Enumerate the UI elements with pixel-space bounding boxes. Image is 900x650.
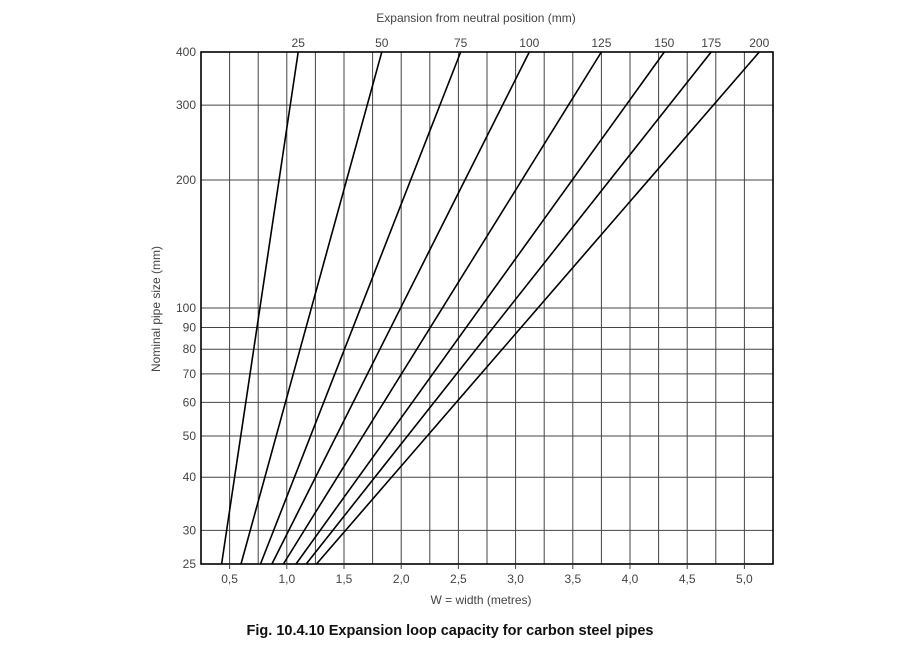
x-tick-label: 3,5 bbox=[564, 572, 581, 586]
series-label-50: 50 bbox=[375, 36, 389, 50]
series-label-100: 100 bbox=[519, 36, 539, 50]
x-tick-label: 2,0 bbox=[393, 572, 410, 586]
y-tick-label: 50 bbox=[183, 429, 197, 443]
x-tick-label: 1,5 bbox=[336, 572, 353, 586]
x-tick-label: 0,5 bbox=[221, 572, 238, 586]
y-tick-label: 80 bbox=[183, 342, 197, 356]
series-line-125 bbox=[282, 51, 603, 565]
y-tick-label: 25 bbox=[183, 557, 197, 571]
series-label-200: 200 bbox=[749, 36, 769, 50]
y-tick-label: 400 bbox=[176, 45, 196, 59]
series-line-75 bbox=[259, 51, 462, 565]
series-label-150: 150 bbox=[654, 36, 674, 50]
series-label-75: 75 bbox=[454, 36, 468, 50]
series-line-25 bbox=[220, 51, 299, 565]
x-tick-label: 2,5 bbox=[450, 572, 467, 586]
x-tick-label: 1,0 bbox=[278, 572, 295, 586]
x-axis-title: W = width (metres) bbox=[430, 593, 531, 607]
series-line-200 bbox=[315, 51, 760, 565]
y-tick-label: 70 bbox=[183, 367, 197, 381]
series-line-100 bbox=[271, 51, 531, 565]
y-tick-label: 40 bbox=[183, 470, 197, 484]
plot-frame bbox=[200, 51, 774, 565]
series-line-175 bbox=[305, 51, 712, 565]
y-tick-label: 30 bbox=[183, 523, 197, 537]
series-label-25: 25 bbox=[292, 36, 306, 50]
top-axis-title: Expansion from neutral position (mm) bbox=[376, 11, 575, 25]
grid bbox=[201, 51, 773, 565]
x-tick-label: 5,0 bbox=[736, 572, 753, 586]
y-tick-label: 300 bbox=[176, 98, 196, 112]
series-line-50 bbox=[240, 51, 383, 565]
series-label-125: 125 bbox=[591, 36, 611, 50]
tick-labels: 0,5 1,0 1,5 2,0 2,5 3,0 3,5 4,0 4,5 5,0 25 30 40 50 60… bbox=[176, 45, 753, 586]
series-lines: 25 50 75 100 125 150 175 200 bbox=[220, 36, 770, 565]
y-tick-label: 90 bbox=[183, 320, 197, 334]
y-tick-label: 100 bbox=[176, 301, 196, 315]
y-tick-label: 60 bbox=[183, 395, 197, 409]
x-tick-label: 3,0 bbox=[507, 572, 524, 586]
series-line-150 bbox=[295, 51, 665, 565]
x-tick-label: 4,5 bbox=[679, 572, 696, 586]
y-axis-title: Nominal pipe size (mm) bbox=[149, 246, 163, 372]
series-label-175: 175 bbox=[701, 36, 721, 50]
y-tick-label: 200 bbox=[176, 173, 196, 187]
figure-caption: Fig. 10.4.10 Expansion loop capacity for… bbox=[246, 623, 654, 639]
x-tick-label: 4,0 bbox=[622, 572, 639, 586]
